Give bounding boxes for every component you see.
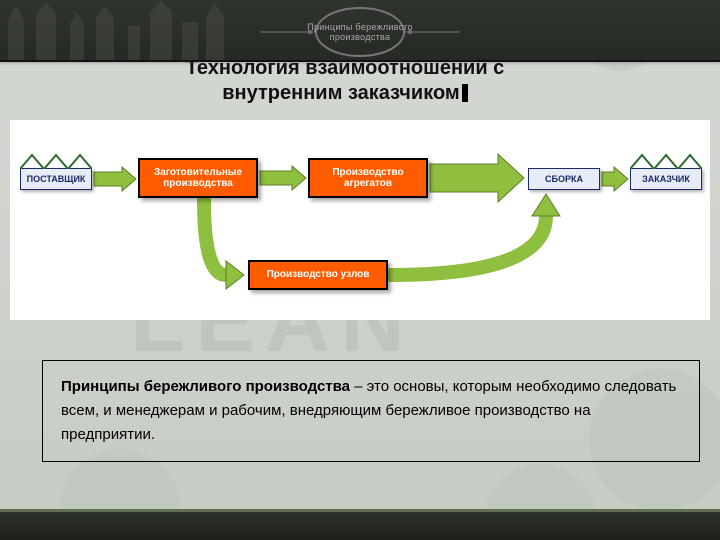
- node-customer-label: ЗАКАЗЧИК: [642, 174, 690, 184]
- node-blank-label: Заготовительные производства: [154, 167, 242, 190]
- industrial-silhouette: [0, 0, 240, 60]
- node-node-production: Производство узлов: [248, 260, 388, 290]
- title-line-1: Технология взаимоотношений с: [186, 57, 505, 79]
- flowchart-area: ПОСТАВЩИК Заготовительные производства П…: [10, 120, 710, 320]
- node-nodes-label: Производство узлов: [267, 269, 370, 281]
- definition-term: Принципы бережливого производства: [61, 378, 350, 395]
- title-line-2: внутренним заказчиком: [222, 82, 459, 104]
- emblem-text: Принципы бережливого производства: [267, 22, 453, 42]
- factory-roof-icon: [630, 151, 702, 169]
- emblem-badge: Принципы бережливого производства: [260, 4, 460, 60]
- node-assembly-label: СБОРКА: [545, 174, 583, 184]
- factory-roof-icon: [20, 151, 92, 169]
- title-colon-block: [462, 84, 468, 102]
- node-supplier-label: ПОСТАВЩИК: [27, 174, 86, 184]
- node-customer: ЗАКАЗЧИК: [630, 168, 702, 190]
- definition-box: Принципы бережливого производства – это …: [42, 360, 700, 462]
- node-aggreg-label: Производство агрегатов: [332, 167, 403, 190]
- node-aggregate-production: Производство агрегатов: [308, 158, 428, 198]
- node-supplier: ПОСТАВЩИК: [20, 168, 92, 190]
- slide-title: Технология взаимоотношений с внутренним …: [130, 56, 560, 106]
- node-assembly: СБОРКА: [528, 168, 600, 190]
- bottom-strap: [0, 509, 720, 540]
- node-blank-production: Заготовительные производства: [138, 158, 258, 198]
- flow-arrows-layer: [10, 120, 710, 320]
- top-ribbon: Принципы бережливого производства: [0, 0, 720, 60]
